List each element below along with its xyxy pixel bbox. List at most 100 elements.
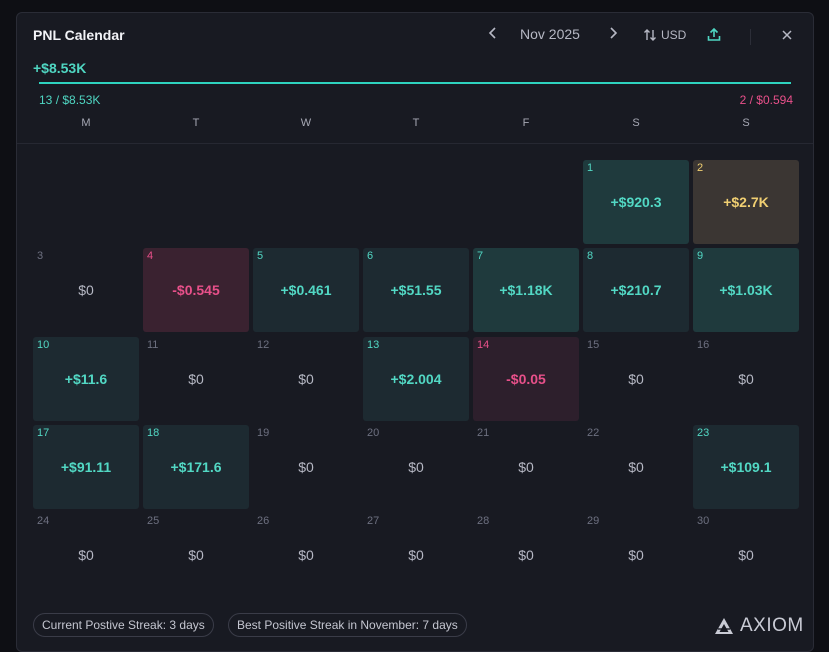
day-pnl-value: +$91.11	[60, 459, 112, 475]
day-pnl-value: $0	[738, 547, 754, 563]
weekday-label: F	[522, 117, 530, 129]
day-number: 9	[697, 250, 704, 262]
prev-month-button[interactable]	[487, 26, 499, 43]
day-number: 25	[147, 515, 160, 527]
month-total-pnl: +$8.53K	[33, 60, 87, 76]
day-pnl-value: $0	[738, 371, 754, 387]
calendar-day-cell[interactable]: 19 $0	[253, 425, 359, 509]
currency-label: USD	[661, 28, 687, 42]
calendar-day-cell[interactable]: 27 $0	[363, 513, 469, 593]
day-number: 24	[37, 515, 50, 527]
calendar-day-cell[interactable]: 3 $0	[33, 248, 139, 332]
calendar-day-cell[interactable]: 7 +$1.18K	[473, 248, 579, 332]
calendar-day-cell[interactable]: 22 $0	[583, 425, 689, 509]
close-button[interactable]	[781, 28, 793, 44]
day-number: 7	[477, 250, 484, 262]
day-number: 5	[257, 250, 264, 262]
swap-vertical-icon	[644, 29, 656, 41]
day-number: 1	[587, 162, 594, 174]
day-number: 23	[697, 427, 710, 439]
calendar-day-cell[interactable]: 14 -$0.05	[473, 337, 579, 421]
day-pnl-value: $0	[628, 547, 644, 563]
day-pnl-value: +$109.1	[720, 459, 772, 475]
day-pnl-value: -$0.545	[172, 282, 220, 298]
calendar-day-cell[interactable]: 17 +$91.11	[33, 425, 139, 509]
calendar-day-cell[interactable]: 2 +$2.7K	[693, 160, 799, 244]
calendar-day-cell[interactable]: 11 $0	[143, 337, 249, 421]
calendar-day-cell[interactable]: 26 $0	[253, 513, 359, 593]
share-button[interactable]	[707, 27, 721, 45]
day-pnl-value: +$0.461	[280, 282, 332, 298]
calendar-day-cell[interactable]: 15 $0	[583, 337, 689, 421]
positive-days-summary: 13 / $8.53K	[39, 93, 101, 107]
day-number: 10	[37, 339, 50, 351]
pnl-calendar-modal: PNL Calendar Nov 2025 USD +$8.53K 13 / $…	[16, 12, 814, 652]
calendar-day-cell[interactable]: 20 $0	[363, 425, 469, 509]
day-pnl-value: +$1.03K	[719, 282, 773, 298]
day-number: 13	[367, 339, 380, 351]
day-number: 15	[587, 339, 600, 351]
best-streak-badge: Best Positive Streak in November: 7 days	[228, 613, 467, 637]
negative-days-total: $0.594	[756, 93, 793, 107]
day-pnl-value: $0	[628, 371, 644, 387]
calendar-day-cell[interactable]: 6 +$51.55	[363, 248, 469, 332]
chevron-right-icon	[610, 27, 618, 39]
day-number: 21	[477, 427, 490, 439]
day-number: 30	[697, 515, 710, 527]
day-pnl-value: $0	[188, 371, 204, 387]
calendar-day-cell[interactable]: 18 +$171.6	[143, 425, 249, 509]
calendar-day-cell[interactable]: 9 +$1.03K	[693, 248, 799, 332]
day-pnl-value: +$920.3	[610, 194, 662, 210]
calendar-day-cell[interactable]: 8 +$210.7	[583, 248, 689, 332]
day-pnl-value: $0	[628, 459, 644, 475]
weekday-label: W	[300, 117, 312, 129]
day-pnl-value: $0	[298, 547, 314, 563]
calendar-day-cell[interactable]: 16 $0	[693, 337, 799, 421]
calendar-day-cell[interactable]: 23 +$109.1	[693, 425, 799, 509]
current-streak-badge: Current Postive Streak: 3 days	[33, 613, 214, 637]
calendar-day-cell[interactable]: 5 +$0.461	[253, 248, 359, 332]
calendar-day-cell[interactable]: 10 +$11.6	[33, 337, 139, 421]
currency-toggle[interactable]: USD	[643, 28, 686, 42]
calendar-day-cell[interactable]: 24 $0	[33, 513, 139, 593]
day-pnl-value: $0	[78, 282, 94, 298]
calendar-day-cell[interactable]: 12 $0	[253, 337, 359, 421]
pnl-ratio-bar	[39, 82, 791, 84]
day-number: 17	[37, 427, 50, 439]
calendar-day-cell[interactable]: 30 $0	[693, 513, 799, 593]
calendar-day-cell[interactable]: 1 +$920.3	[583, 160, 689, 244]
day-pnl-value: +$2.7K	[723, 194, 769, 210]
chevron-left-icon	[488, 27, 496, 39]
day-pnl-value: +$11.6	[64, 371, 108, 387]
calendar-day-cell[interactable]: 13 +$2.004	[363, 337, 469, 421]
calendar-day-cell[interactable]: 29 $0	[583, 513, 689, 593]
day-number: 18	[147, 427, 160, 439]
day-pnl-value: -$0.05	[506, 371, 546, 387]
calendar-day-cell[interactable]: 25 $0	[143, 513, 249, 593]
day-number: 29	[587, 515, 600, 527]
day-number: 19	[257, 427, 270, 439]
day-number: 28	[477, 515, 490, 527]
day-number: 16	[697, 339, 710, 351]
calendar-day-cell[interactable]: 28 $0	[473, 513, 579, 593]
day-number: 4	[147, 250, 154, 262]
day-pnl-value: $0	[188, 547, 204, 563]
day-pnl-value: +$2.004	[390, 371, 442, 387]
negative-days-count: 2	[739, 93, 747, 107]
day-pnl-value: +$51.55	[390, 282, 442, 298]
next-month-button[interactable]	[607, 26, 619, 43]
calendar-day-cell[interactable]: 4 -$0.545	[143, 248, 249, 332]
weekday-label: S	[632, 117, 640, 129]
day-number: 20	[367, 427, 380, 439]
calendar-day-cell[interactable]: 21 $0	[473, 425, 579, 509]
day-number: 6	[367, 250, 374, 262]
weekday-label: T	[412, 117, 420, 129]
day-number: 3	[37, 250, 44, 262]
axiom-logo-icon	[715, 618, 733, 634]
day-pnl-value: +$210.7	[610, 282, 662, 298]
header-grid-divider	[17, 143, 813, 144]
day-number: 22	[587, 427, 600, 439]
day-number: 12	[257, 339, 270, 351]
day-number: 14	[477, 339, 490, 351]
header-divider	[750, 29, 751, 45]
